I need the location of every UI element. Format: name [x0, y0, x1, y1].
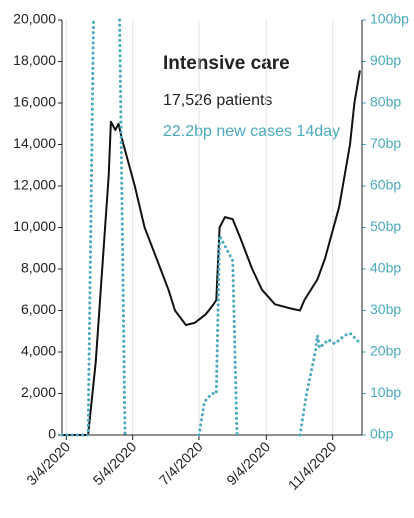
x-tick-label: 3/4/2020	[23, 438, 73, 488]
y2-tick-label: 70bp	[370, 135, 401, 151]
series-line	[60, 18, 362, 437]
y2-tick-label: 0bp	[370, 426, 394, 442]
y2-tick-label: 20bp	[370, 343, 401, 359]
y-tick-label: 18,000	[13, 52, 56, 68]
y-tick-label: 0	[48, 426, 56, 442]
annotation: 22.2bp new cases 14day	[163, 123, 340, 140]
y2-tick-label: 90bp	[370, 52, 401, 68]
y-tick-label: 6,000	[21, 301, 56, 317]
y-tick-label: 4,000	[21, 343, 56, 359]
y2-tick-label: 80bp	[370, 94, 401, 110]
y2-tick-label: 60bp	[370, 177, 401, 193]
y-tick-label: 10,000	[13, 218, 56, 234]
y-tick-label: 16,000	[13, 94, 56, 110]
x-tick-label: 11/4/2020	[285, 438, 340, 493]
y-tick-label: 14,000	[13, 135, 56, 151]
y-tick-label: 8,000	[21, 260, 56, 276]
y-tick-label: 2,000	[21, 384, 56, 400]
y-tick-label: 12,000	[13, 177, 56, 193]
y2-tick-label: 10bp	[370, 384, 401, 400]
y-tick-label: 20,000	[13, 11, 56, 27]
series-line	[61, 70, 361, 436]
y2-tick-label: 40bp	[370, 260, 401, 276]
chart-title: Intensive care	[163, 53, 290, 74]
x-tick-label: 9/4/2020	[223, 438, 273, 488]
y2-tick-label: 100bp	[370, 11, 409, 27]
y2-tick-label: 50bp	[370, 218, 401, 234]
x-tick-label: 5/4/2020	[90, 438, 140, 488]
y2-tick-label: 30bp	[370, 301, 401, 317]
annotation: 17,526 patients	[163, 92, 272, 109]
x-tick-label: 7/4/2020	[156, 438, 206, 488]
